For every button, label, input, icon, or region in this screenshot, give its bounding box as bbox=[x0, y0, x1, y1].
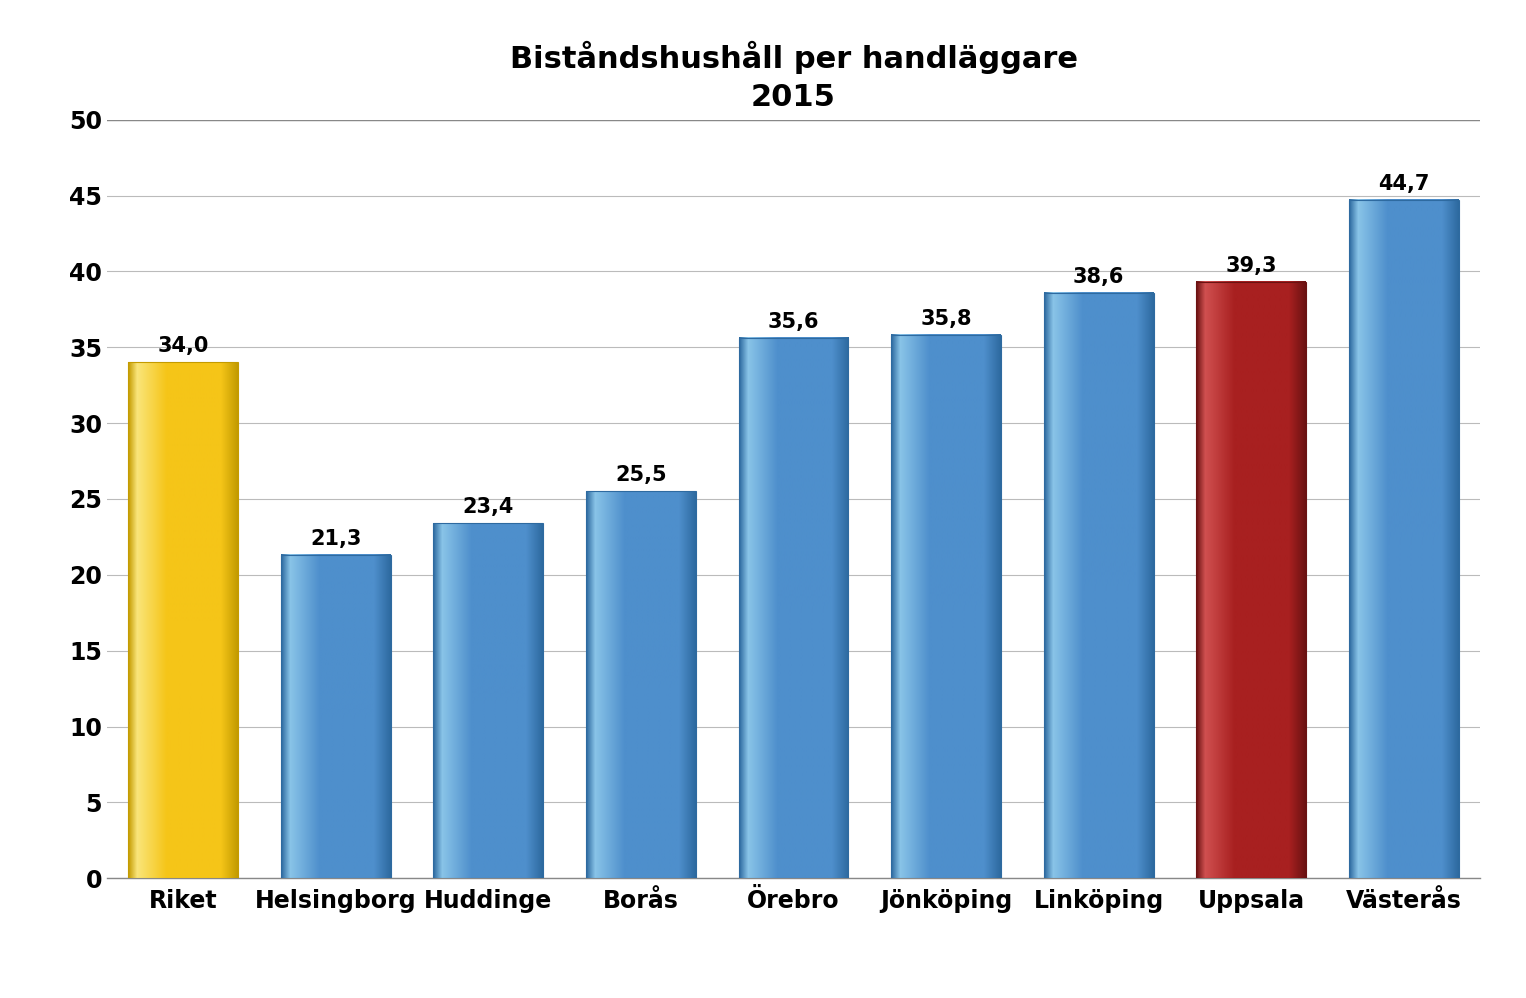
Bar bbox=[1349, 201, 1459, 878]
Text: 2015: 2015 bbox=[751, 83, 836, 112]
Bar bbox=[128, 362, 238, 878]
Bar bbox=[433, 523, 543, 878]
Text: 38,6: 38,6 bbox=[1073, 266, 1125, 286]
Text: 23,4: 23,4 bbox=[462, 497, 514, 517]
Text: 34,0: 34,0 bbox=[157, 336, 209, 356]
Text: 35,8: 35,8 bbox=[920, 309, 972, 329]
Bar bbox=[739, 338, 848, 878]
Text: 35,6: 35,6 bbox=[768, 312, 819, 332]
Bar bbox=[281, 555, 391, 878]
Text: 21,3: 21,3 bbox=[310, 529, 362, 549]
Text: 39,3: 39,3 bbox=[1225, 256, 1277, 276]
Bar bbox=[1196, 282, 1306, 878]
Text: 44,7: 44,7 bbox=[1378, 174, 1430, 194]
Text: 25,5: 25,5 bbox=[615, 465, 667, 485]
Bar bbox=[891, 335, 1001, 878]
Text: Biståndshushåll per handläggare: Biståndshushåll per handläggare bbox=[510, 41, 1077, 74]
Bar bbox=[586, 491, 696, 878]
Bar bbox=[1044, 292, 1154, 878]
